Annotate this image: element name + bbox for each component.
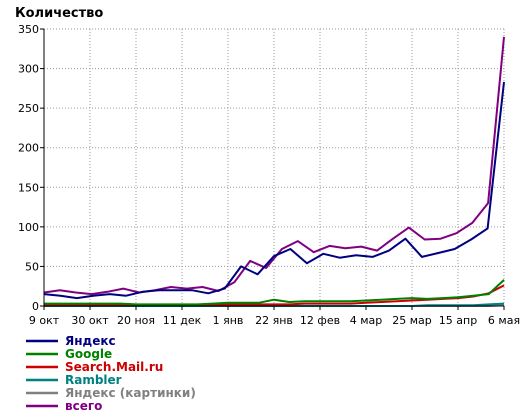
series-line-google [44,279,505,306]
x-tick-label: 12 фев [300,314,340,327]
legend: ЯндексGoogleSearch.Mail.ruRamblerЯндекс … [26,334,196,413]
x-tick-label: 1 янв [213,314,244,327]
y-tick-label: 300 [18,63,39,76]
series-line-яндекс [43,81,505,300]
x-tick-label: 20 ноя [117,314,155,327]
x-tick-label: 15 апр [439,314,477,327]
legend-label: Google [65,347,112,361]
series-line-всего [43,36,505,296]
y-tick-label: 150 [18,181,39,194]
legend-label: Search.Mail.ru [65,360,163,374]
x-tick-labels: 9 окт 30 окт 20 ноя 11 дек 1 янв 22 янв 12 фев… [29,314,520,327]
legend-label: Rambler [65,373,122,387]
x-tick-label: 22 янв [255,314,293,327]
legend-label: Яндекс (картинки) [65,386,196,400]
grid [44,28,505,306]
y-tick-label: 100 [18,221,39,234]
y-tick-label: 350 [18,23,39,36]
axes [40,28,505,310]
x-tick-label: 11 дек [163,314,202,327]
x-tick-label: 25 мар [392,314,432,327]
x-tick-label: 6 мая [488,314,520,327]
y-tick-label: 50 [25,260,39,273]
legend-label: Яндекс [65,334,116,348]
chart-title: Количество [15,6,103,21]
y-tick-label: 250 [18,102,39,115]
x-tick-label: 4 мар [350,314,383,327]
x-tick-label: 9 окт [29,314,60,327]
y-tick-label: 200 [18,142,39,155]
x-tick-label: 30 окт [71,314,109,327]
y-tick-label: 0 [32,300,39,313]
y-tick-labels: 0 50 100 150 200 250 300 350 [18,23,39,313]
legend-label: всего [65,399,102,413]
